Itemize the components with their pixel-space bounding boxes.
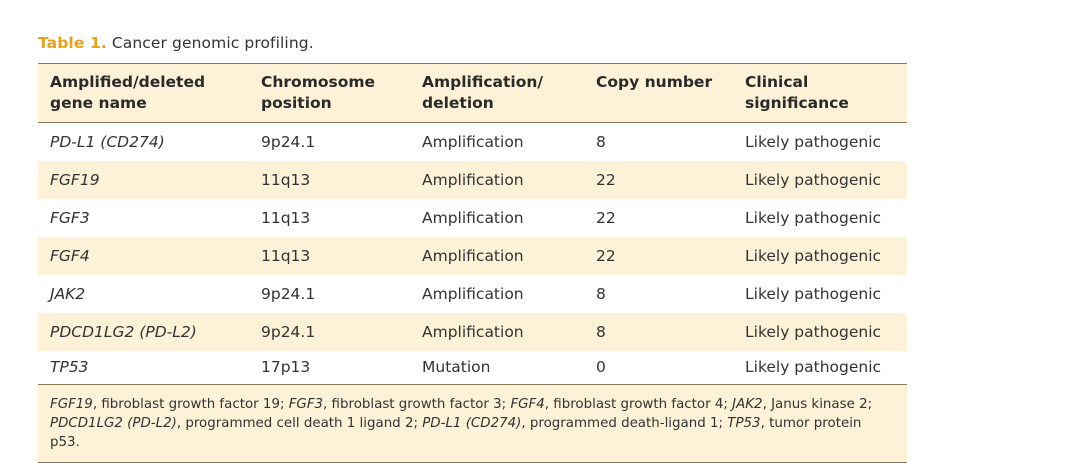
table-row: FGF3 11q13 Amplification 22 Likely pathogeni… [38,199,907,237]
footnote-segment: , fibroblast growth factor 3; [323,396,511,412]
table-cell: 22 [596,170,616,189]
table-row: FGF19 11q13 Amplification 22 Likely pathogen… [38,160,907,199]
column-header: Clinical significance [733,64,907,123]
column-header-line: deletion [422,94,494,112]
table-cell: 9p24.1 [261,322,316,341]
column-header: Amplified/deleted gene name [38,64,249,123]
table-cell: 9p24.1 [261,132,316,151]
table-cell: 0 [596,358,606,376]
table-row: JAK2 9p24.1 Amplification 8 Likely pathogeni… [38,275,907,313]
table-cell: Likely pathogenic [745,358,882,376]
table-cell: Amplification [422,246,524,265]
table-cell: 22 [596,246,616,265]
footnote-segment: TP53 [727,415,761,431]
table-cell: Likely pathogenic [745,208,882,227]
column-header: Amplification/deletion [410,64,584,123]
footnote-segment: , Janus kinase 2; [762,396,873,412]
footnote-segment: FGF4 [510,396,545,412]
table-cell: Likely pathogenic [745,322,882,341]
table-cell: 22 [596,208,616,227]
column-header-line: Amplified/deleted [50,73,206,91]
column-header: Copy number [584,64,733,123]
table-cell: Amplification [422,322,524,341]
table-title: Cancer genomic profiling. [111,34,314,52]
table-cell: FGF19 [50,170,100,189]
table-cell: 8 [596,322,606,341]
footnote-segment: , fibroblast growth factor 19; [92,396,289,412]
table-label: Table 1. [38,34,107,52]
footnote-segment: , tumor protein p53. [50,415,862,450]
table-cell: Likely pathogenic [745,246,882,265]
table-cell: TP53 [50,358,89,376]
table-cell: 9p24.1 [261,284,316,303]
table-cell: Mutation [422,358,491,376]
table-cell: Likely pathogenic [745,132,882,151]
table-cell: JAK2 [50,284,86,303]
table-row: PDCD1LG2 (PD-L2) 9p24.1 Amplification 8 Like… [38,312,907,351]
column-header-line: Clinical [745,73,809,91]
table-cell: Amplification [422,284,524,303]
table-cell: 8 [596,284,606,303]
genomic-profiling-table: Amplified/deleted gene name Chromosome posi… [38,63,907,463]
column-header-line: gene name [50,94,147,112]
table-caption: Table 1. Cancer genomic profiling. [38,34,314,52]
column-header-line: Chromosome [261,73,376,91]
footnote-segment: , programmed cell death 1 ligand 2; [176,415,423,431]
table-cell: FGF3 [50,208,90,227]
data-table: Amplified/deleted gene name Chromosome posi… [38,63,907,384]
table-cell: 11q13 [261,170,311,189]
table-body: PD-L1 (CD274) 9p24.1 Amplification 8 Likely … [38,123,907,384]
table-cell: 17p13 [261,358,311,376]
table-header: Amplified/deleted gene name Chromosome posi… [38,63,907,123]
table-cell: 8 [596,132,606,151]
footnote-segment: FGF3 [288,396,324,412]
column-header-line: Copy number [596,73,713,91]
table-row: FGF4 11q13 Amplification 22 Likely pathogeni… [38,236,907,275]
footnote-segment: FGF19 [50,396,93,412]
table-cell: Amplification [422,170,524,189]
column-header: Chromosome position [249,64,410,123]
table-cell: 11q13 [261,246,311,265]
table-footnote: FGF19, fibroblast growth factor 19; FGF3… [38,383,907,463]
table-row: TP53 17p13 Mutation 0 Likely pathogenic [38,351,907,384]
table-cell: Amplification [422,208,524,227]
table-cell: Likely pathogenic [745,284,882,303]
footnote-segment: PDCD1LG2 (PD-L2) [50,415,177,431]
footnote-segment: JAK2 [732,396,763,412]
table-row: PD-L1 (CD274) 9p24.1 Amplification 8 Likely … [38,123,907,161]
header-row: Amplified/deleted gene name Chromosome posi… [38,63,907,123]
footnote-segment: , fibroblast growth factor 4; [544,396,733,412]
table-cell: 11q13 [261,208,311,227]
column-header-line: significance [745,94,849,112]
table-cell: PD-L1 (CD274) [50,132,165,151]
table-cell: Likely pathogenic [745,170,882,189]
table-cell: Amplification [422,132,524,151]
table-cell: PDCD1LG2 (PD-L2) [50,322,197,341]
footnote-segment: PD-L1 (CD274) [422,415,522,431]
table-cell: FGF4 [50,246,90,265]
column-header-line: Amplification/ [422,73,544,91]
footnote-segment: , programmed death-ligand 1; [521,415,728,431]
column-header-line: position [261,94,332,112]
